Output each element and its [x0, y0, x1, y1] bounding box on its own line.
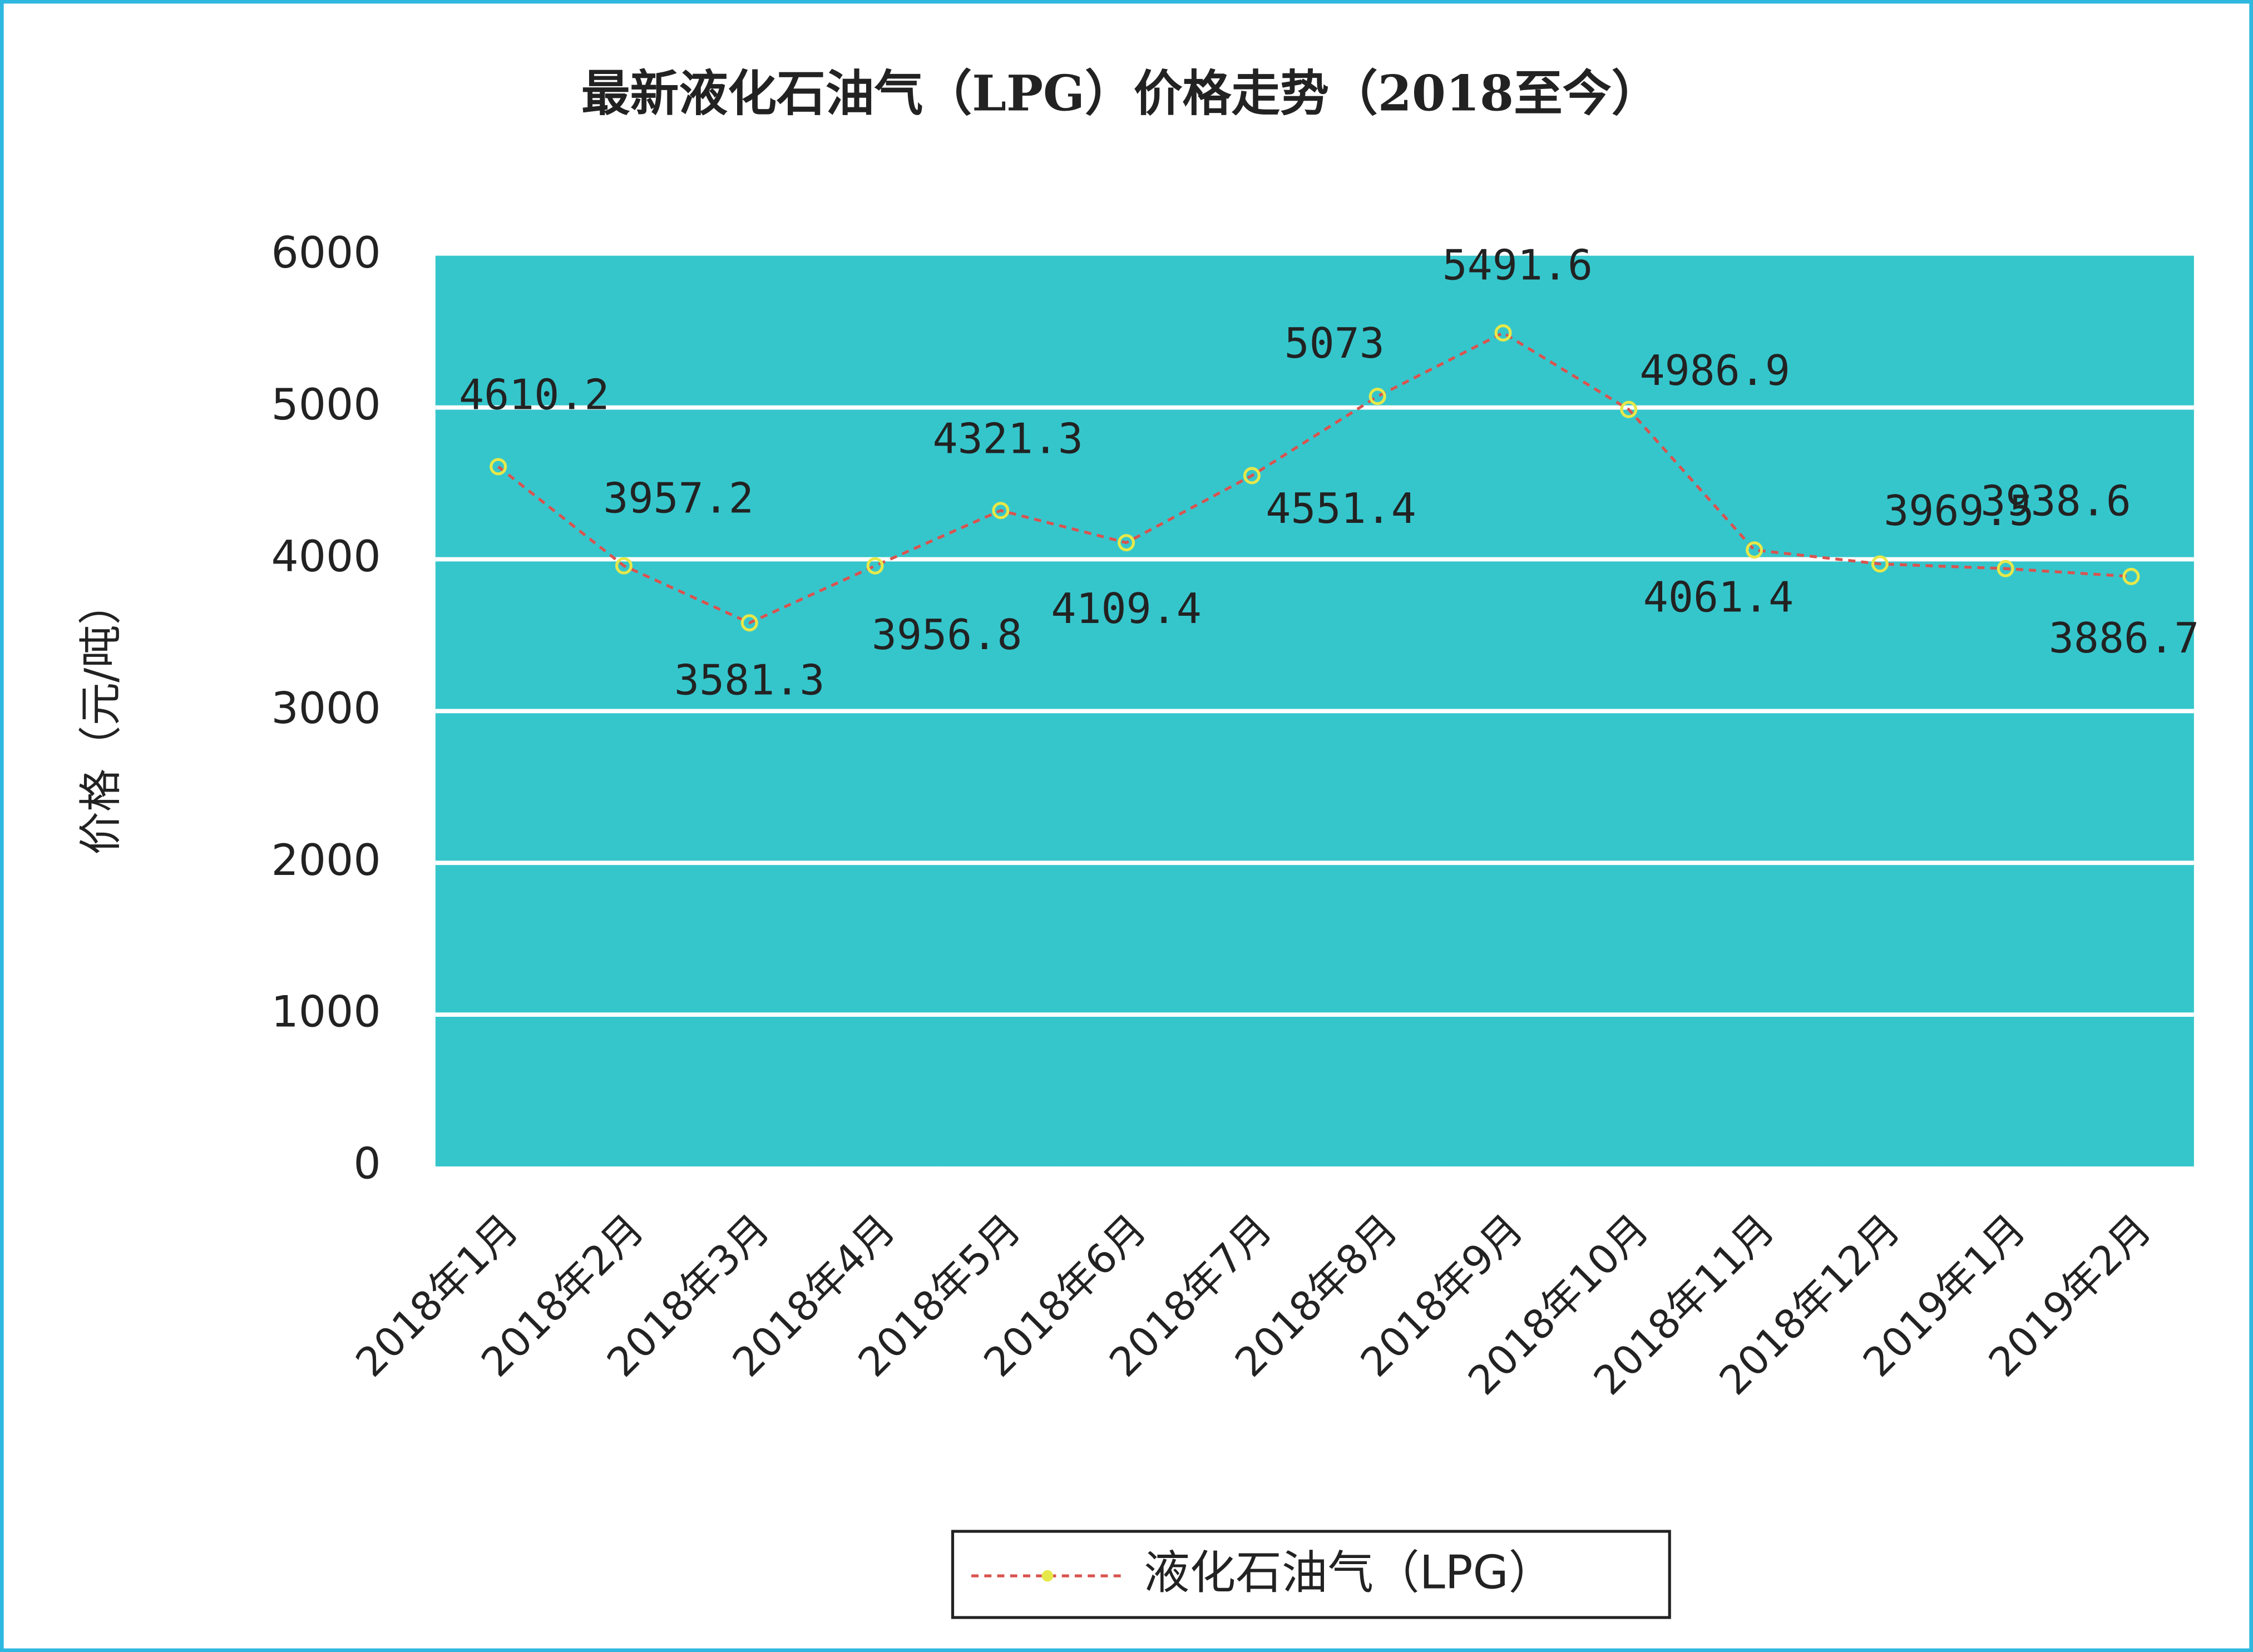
y-tick-label: 4000 [271, 532, 381, 582]
point [1368, 388, 1386, 405]
data-label: 5491.6 [1442, 241, 1593, 290]
y-tick-label: 5000 [271, 380, 381, 430]
chart-title: 最新液化石油气（LPG）价格走势（2018至今） [581, 65, 1661, 122]
y-tick-label: 0 [353, 1139, 381, 1189]
y-tick-label: 1000 [271, 987, 381, 1037]
legend-label: 液化石油气（LPG） [1144, 1546, 1554, 1600]
y-tick-label: 2000 [271, 835, 381, 886]
point [490, 458, 507, 476]
data-label: 4321.3 [933, 414, 1083, 463]
point [740, 614, 758, 632]
data-label: 4061.4 [1643, 573, 1793, 622]
data-label: 4610.2 [459, 370, 609, 419]
point [1118, 534, 1135, 552]
point [615, 557, 633, 575]
point [866, 557, 884, 575]
data-label: 3957.2 [603, 473, 753, 522]
data-label: 4986.9 [1640, 346, 1790, 395]
data-label: 4551.4 [1266, 484, 1416, 533]
data-label: 3938.6 [1980, 477, 2131, 526]
legend [951, 1530, 1671, 1619]
point [1871, 555, 1889, 573]
data-label: 5073 [1284, 319, 1385, 368]
series-line [497, 331, 2132, 625]
point [1494, 324, 1512, 342]
data-label: 3956.8 [872, 610, 1022, 659]
point [1243, 467, 1261, 484]
legend-marker [1041, 1570, 1054, 1582]
y-tick-label: 6000 [271, 228, 381, 278]
point [992, 502, 1010, 520]
data-label: 4109.4 [1051, 584, 1201, 633]
point [1620, 400, 1638, 418]
data-label: 3581.3 [674, 656, 824, 705]
point [1746, 541, 1763, 559]
point [1997, 560, 2014, 577]
data-label: 3969.5 [1884, 486, 2034, 535]
y-tick-label: 3000 [271, 684, 381, 734]
point [2122, 567, 2140, 585]
data-label: 3886.7 [2049, 614, 2199, 662]
y-axis-label: 价格（元/吨） [76, 582, 126, 855]
